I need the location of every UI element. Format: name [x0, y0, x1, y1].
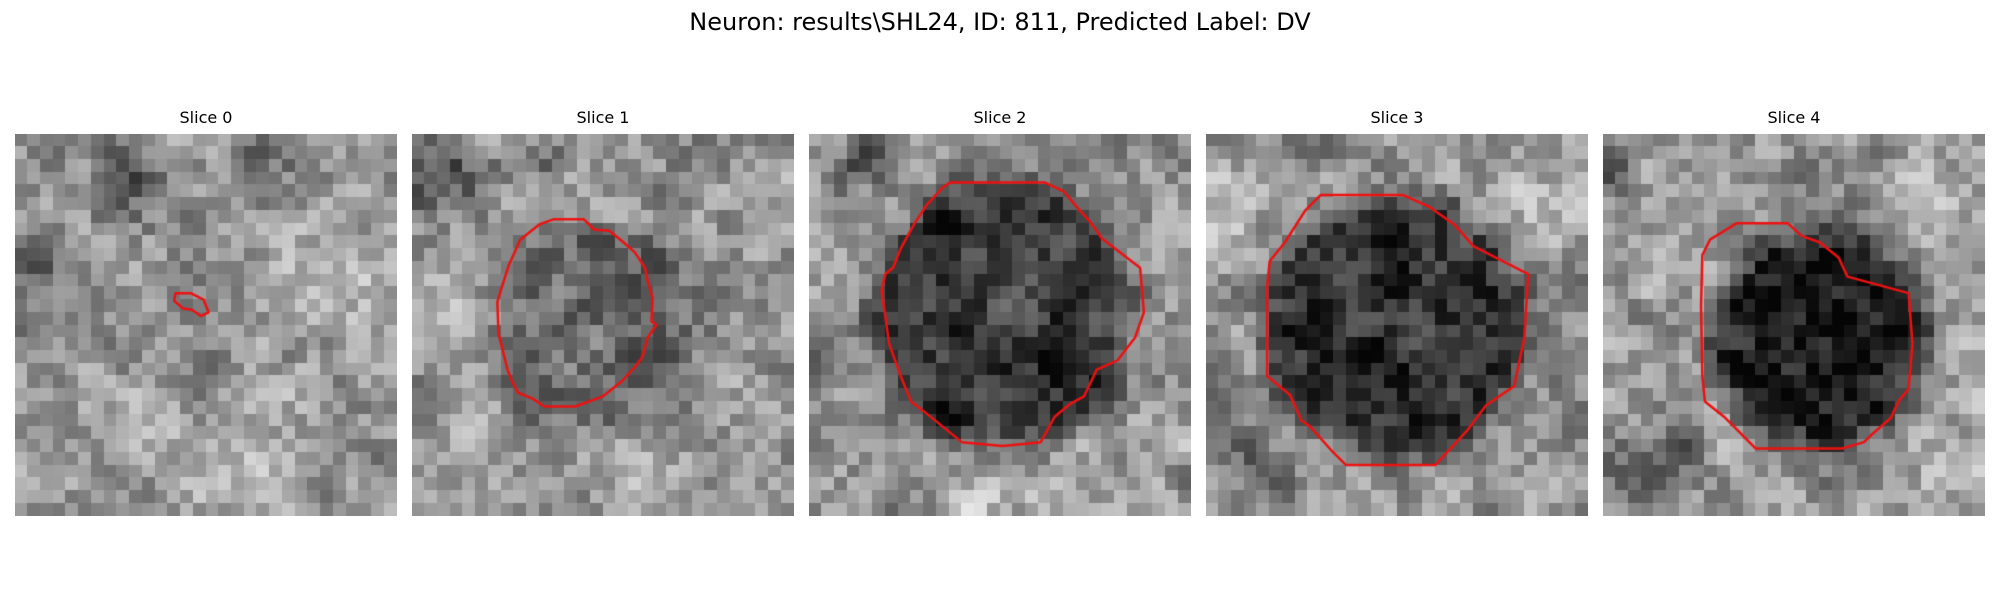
slice-panel-0: Slice 0	[15, 108, 397, 516]
slice-title: Slice 2	[973, 108, 1027, 127]
figure-title: Neuron: results\SHL24, ID: 811, Predicte…	[689, 8, 1311, 36]
slice-image	[15, 134, 397, 516]
slice-panel-4: Slice 4	[1603, 108, 1985, 516]
slice-image	[809, 134, 1191, 516]
slice-panel-3: Slice 3	[1206, 108, 1588, 516]
slice-image	[412, 134, 794, 516]
slice-title: Slice 4	[1767, 108, 1821, 127]
slice-panel-1: Slice 1	[412, 108, 794, 516]
slice-title: Slice 1	[576, 108, 630, 127]
slice-image	[1206, 134, 1588, 516]
slice-panel-2: Slice 2	[809, 108, 1191, 516]
slice-image	[1603, 134, 1985, 516]
slice-title: Slice 3	[1370, 108, 1424, 127]
slice-title: Slice 0	[179, 108, 233, 127]
